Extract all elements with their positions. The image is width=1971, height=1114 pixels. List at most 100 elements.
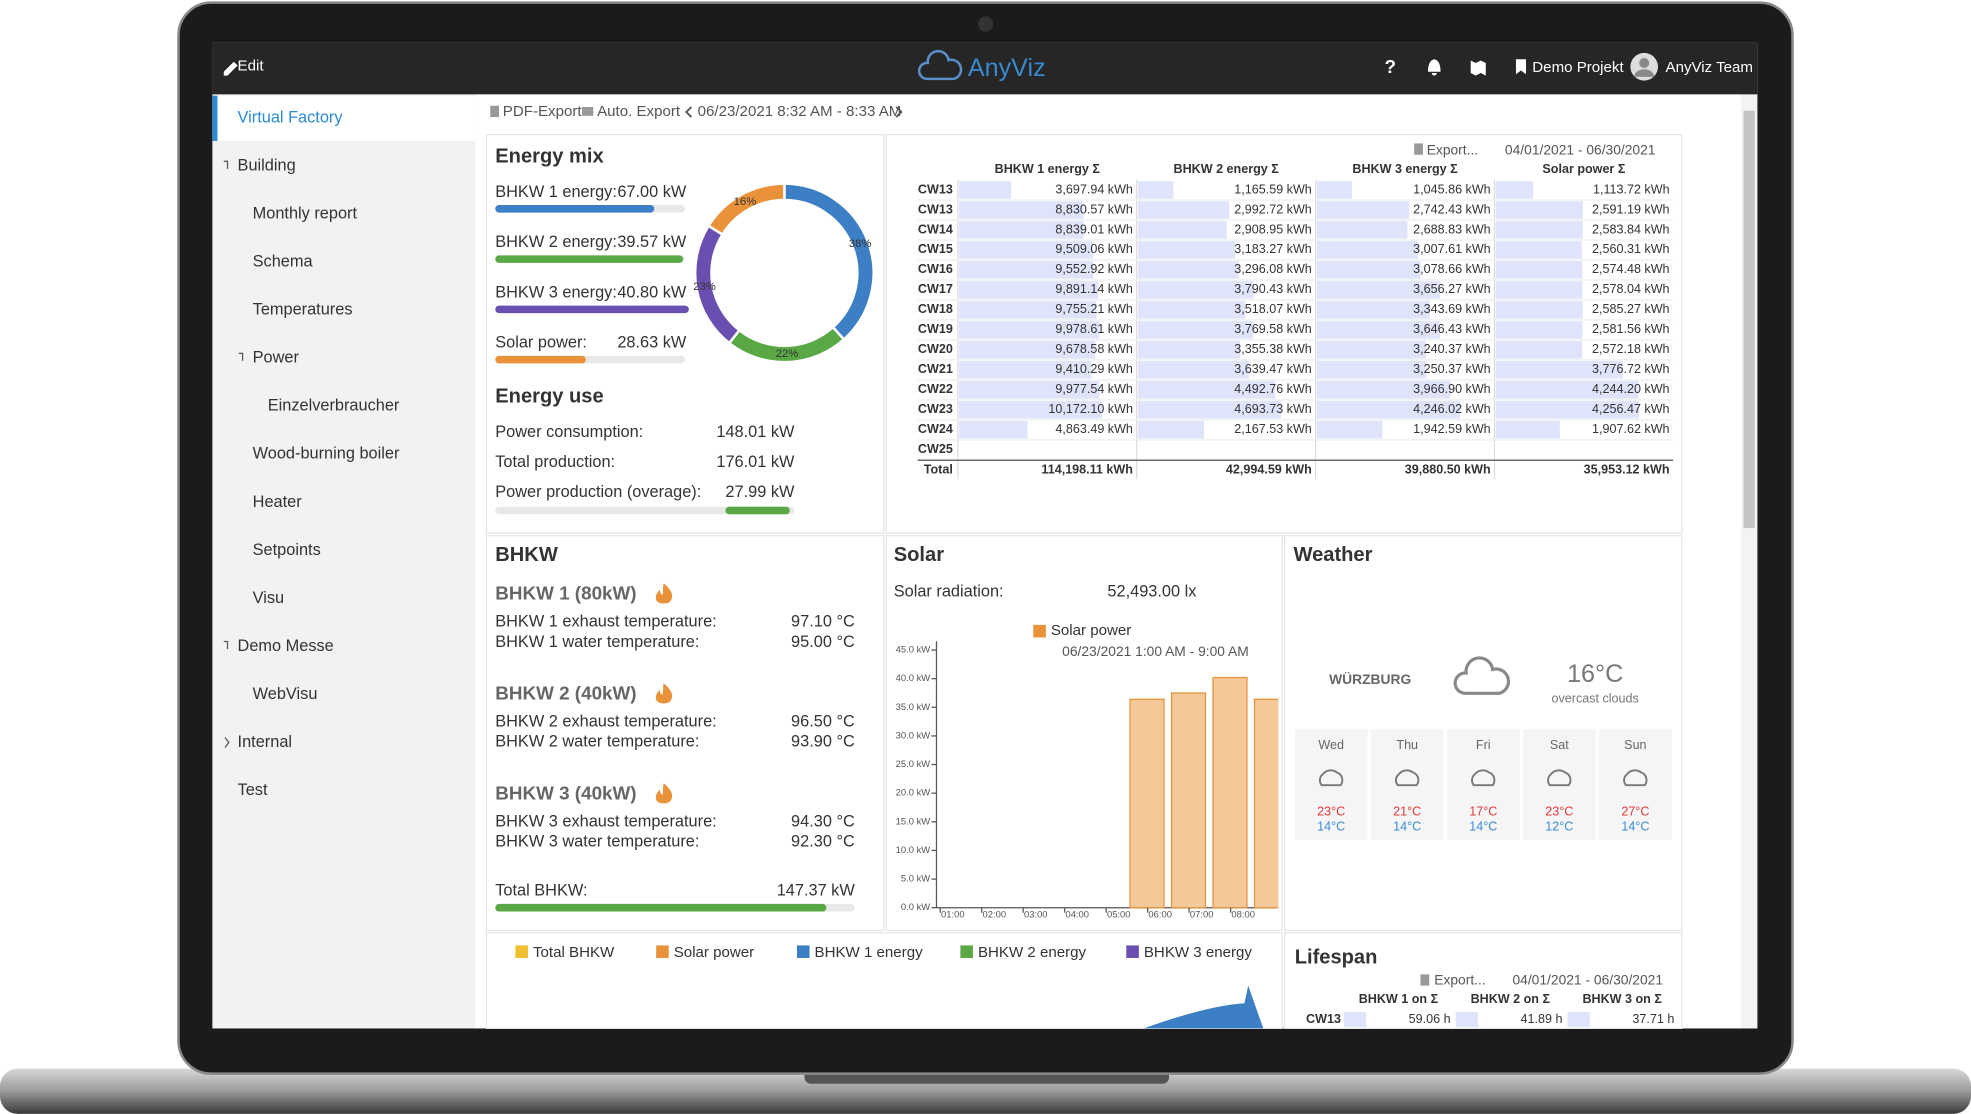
help-button[interactable]: ? [1385, 56, 1397, 77]
low-temp: 12°C [1545, 820, 1573, 834]
nav-item[interactable]: Building [238, 157, 296, 175]
day: Sat [1550, 738, 1569, 752]
cell: 3,656.27 kWh [1413, 282, 1491, 296]
label: BHKW 1 energy: [495, 183, 617, 201]
cell: 9,410.29 kWh [1055, 362, 1133, 376]
cell: 3,007.61 kWh [1413, 242, 1491, 256]
user-menu[interactable]: AnyViz Team [1666, 59, 1753, 76]
nav-item[interactable]: Schema [253, 253, 314, 271]
cell-bar [1495, 241, 1582, 259]
city: WÜRZBURG [1329, 671, 1411, 687]
nav-item[interactable]: Power [253, 349, 300, 367]
cell-bar [1495, 401, 1639, 419]
legend-label[interactable]: Total BHKW [533, 944, 615, 961]
cell-bar [1137, 420, 1205, 439]
prev-arrow [684, 106, 693, 118]
x-tick-label: 05:00 [1107, 909, 1131, 920]
date-range: 04/01/2021 - 06/30/2021 [1505, 142, 1656, 158]
value: 95.00 °C [791, 633, 855, 651]
y-tick-label: 40.0 kW [896, 672, 931, 683]
cell: 2,583.84 kWh [1592, 222, 1670, 236]
cell: 4,246.02 kWh [1413, 402, 1491, 416]
scroll-thumb[interactable] [1743, 110, 1755, 529]
legend-label[interactable]: BHKW 3 energy [1144, 944, 1253, 961]
cell-bar [1495, 281, 1583, 299]
legend-label[interactable]: Solar power [674, 944, 754, 961]
time-range[interactable]: 06/23/2021 8:32 AM - 8:33 AM [698, 103, 902, 120]
panel [485, 535, 885, 931]
cell: 3,697.94 kWh [1055, 182, 1133, 196]
x-tick-label: 02:00 [983, 909, 1007, 920]
project-selector[interactable]: Demo Projekt [1532, 59, 1624, 76]
export-button[interactable]: Export... [1434, 971, 1485, 987]
cell-bar [959, 361, 1092, 379]
pdf-export[interactable]: PDF-Export [503, 103, 583, 120]
cell-bar [1316, 381, 1451, 399]
bookmark-icon [1515, 59, 1527, 75]
unit-title: BHKW 2 (40kW) [495, 683, 636, 704]
label: Power production (overage): [495, 483, 701, 501]
nav-item[interactable]: Test [238, 781, 268, 799]
export-button[interactable]: Export... [1427, 142, 1478, 158]
nav-item[interactable]: Demo Messe [238, 637, 334, 655]
cell: 3,769.58 kWh [1234, 322, 1312, 336]
cloud-icon [1471, 769, 1496, 787]
cell: 2,992.72 kWh [1234, 202, 1312, 216]
legend-swatch [796, 945, 810, 958]
day: Sun [1624, 738, 1646, 752]
total-cell: 114,198.11 kWh [1041, 463, 1133, 477]
cell: 10,172.10 kWh [1048, 402, 1133, 416]
cell: 3,296.08 kWh [1234, 262, 1312, 276]
cell: 2,574.48 kWh [1592, 262, 1670, 276]
cell-bar [1495, 261, 1583, 279]
nav-item[interactable]: Internal [238, 733, 292, 751]
laptop-base [0, 1068, 1971, 1114]
nav-item[interactable]: Visu [253, 589, 284, 607]
nav-item[interactable]: WebVisu [253, 685, 318, 703]
cell: 3,343.69 kWh [1413, 302, 1491, 316]
low-temp: 14°C [1469, 820, 1497, 834]
nav-item[interactable]: Setpoints [253, 541, 321, 559]
cell: 3,966.90 kWh [1413, 382, 1491, 396]
avatar-head [1639, 57, 1650, 69]
nav-item[interactable]: Temperatures [253, 301, 353, 319]
cell-bar [959, 221, 1084, 239]
cell-bar [1137, 281, 1254, 299]
nav-item[interactable]: Monthly report [253, 205, 358, 223]
mail-icon [581, 106, 594, 116]
cell-bar [959, 341, 1096, 359]
legend-label[interactable]: BHKW 2 energy [978, 944, 1087, 961]
auto-export[interactable]: Auto. Export [597, 103, 681, 120]
cell: 4,256.47 kWh [1592, 402, 1670, 416]
cell-bar [1316, 401, 1460, 419]
value: 40.80 kW [617, 283, 687, 301]
cell-bar [1137, 381, 1275, 399]
cell: 2,585.27 kWh [1592, 302, 1670, 316]
label: BHKW 2 water temperature: [495, 733, 699, 751]
cell-bar [959, 321, 1100, 339]
nav-item[interactable]: Einzelverbraucher [268, 397, 400, 415]
row-label: CW16 [918, 262, 953, 276]
row-label: CW18 [918, 302, 953, 316]
cell-bar [1137, 401, 1282, 419]
panel-title: Solar [894, 544, 944, 566]
cell: 3,355.38 kWh [1234, 342, 1312, 356]
sidebar-active-bar [212, 95, 218, 141]
legend-label[interactable]: BHKW 1 energy [815, 944, 924, 961]
cell-bar [959, 420, 1028, 439]
nav-item[interactable]: Virtual Factory [238, 109, 344, 127]
cell: 2,591.19 kWh [1592, 202, 1670, 216]
column-header: BHKW 2 on Σ [1471, 992, 1551, 1006]
cell-bar [959, 181, 1012, 199]
cell-bar [1495, 181, 1534, 199]
nav-item[interactable]: Wood-burning boiler [253, 445, 400, 463]
value: 28.63 kW [617, 334, 687, 352]
cell-bar [1137, 201, 1230, 219]
nav-item[interactable]: Heater [253, 493, 303, 511]
panel-title: Energy use [495, 386, 603, 408]
label: BHKW 3 exhaust temperature: [495, 813, 716, 831]
cell: 2,581.56 kWh [1592, 322, 1670, 336]
cell-bar [959, 261, 1094, 279]
edit-button[interactable]: Edit [238, 58, 265, 75]
